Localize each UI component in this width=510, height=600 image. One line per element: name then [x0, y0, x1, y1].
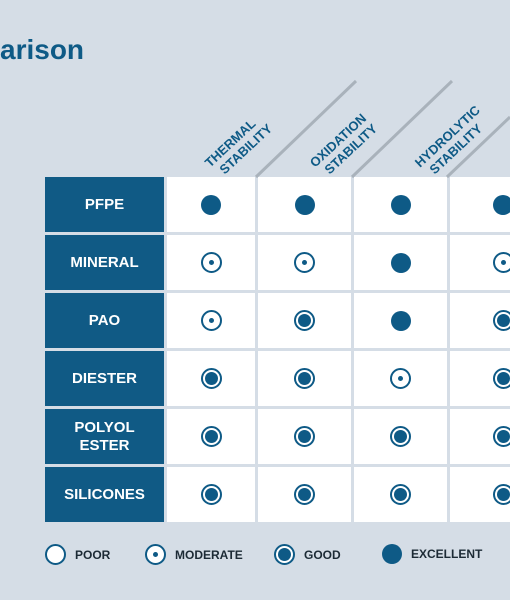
row-label-polyol-ester: POLYOL ESTER [45, 409, 164, 464]
rating-good-icon [492, 484, 510, 505]
rating-excellent-icon [294, 194, 315, 215]
header-divider [350, 79, 454, 179]
rating-cell [258, 351, 351, 406]
rating-good-icon [492, 426, 510, 447]
row-label-mineral: MINERAL [45, 235, 164, 290]
legend-label: POOR [75, 547, 111, 562]
rating-cell [167, 409, 255, 464]
rating-cell [450, 351, 510, 406]
rating-excellent-icon [390, 252, 411, 273]
rating-cell [167, 293, 255, 348]
rating-excellent-icon [382, 544, 402, 564]
rating-moderate-icon [200, 310, 222, 331]
rating-excellent-icon [390, 194, 411, 215]
legend-item-good: GOOD [274, 544, 341, 565]
rating-good-icon [294, 368, 315, 389]
column-header-hydrolytic-stability: HYDROLYTIC STABILITY [412, 100, 496, 180]
rating-cell [450, 467, 510, 522]
rating-good-icon [390, 484, 411, 505]
row-label-pfpe: PFPE [45, 177, 164, 232]
rating-moderate-icon [200, 252, 222, 273]
rating-moderate-icon [145, 544, 166, 565]
rating-cell [450, 293, 510, 348]
rating-cell [354, 467, 447, 522]
row-label-silicones: SILICONES [45, 467, 164, 522]
rating-good-icon [390, 426, 411, 447]
rating-good-icon [294, 484, 315, 505]
rating-cell [167, 351, 255, 406]
legend-label: MODERATE [175, 547, 243, 562]
rating-cell [167, 467, 255, 522]
rating-cell [354, 409, 447, 464]
legend-item-excellent: EXCELLENT [382, 544, 482, 564]
comparison-table: PFPE MINERAL PAO DIESTER POLYOL ESTER SILICONE… [45, 177, 510, 522]
header-divider [254, 79, 358, 179]
rating-good-icon [274, 544, 295, 565]
legend-label: EXCELLENT [411, 547, 483, 561]
rating-cell [258, 177, 351, 232]
rating-cell [258, 409, 351, 464]
legend-item-moderate: MODERATE [145, 544, 243, 565]
rating-cell [450, 235, 510, 290]
rating-cell [450, 409, 510, 464]
rating-good-icon [294, 426, 315, 447]
rating-cell [354, 177, 447, 232]
rating-cell [167, 235, 255, 290]
row-label-pao: PAO [45, 293, 164, 348]
rating-good-icon [492, 310, 510, 331]
rating-cell [354, 351, 447, 406]
rating-moderate-icon [390, 368, 411, 389]
rating-excellent-icon [493, 194, 510, 215]
rating-cell [167, 177, 255, 232]
column-headers: THERMAL STABILITY OXIDATION STABILITY HY… [202, 79, 510, 180]
row-label-diester: DIESTER [45, 351, 164, 406]
rating-cell [354, 293, 447, 348]
rating-cell [258, 235, 351, 290]
rating-excellent-icon [201, 194, 221, 215]
rating-good-icon [492, 368, 510, 389]
rating-cell [354, 235, 447, 290]
rating-moderate-icon [294, 252, 315, 273]
rating-excellent-icon [390, 310, 411, 331]
legend-label: GOOD [304, 547, 341, 562]
rating-poor-icon [45, 544, 66, 565]
header-divider [445, 115, 510, 179]
page-title: arison [0, 34, 85, 65]
rating-good-icon [200, 368, 222, 389]
rating-good-icon [294, 310, 315, 331]
rating-cell [258, 293, 351, 348]
rating-cell [450, 177, 510, 232]
rating-cell [258, 467, 351, 522]
rating-good-icon [200, 426, 222, 447]
rating-moderate-icon [492, 252, 510, 273]
rating-good-icon [200, 484, 222, 505]
legend-item-poor: POOR [45, 544, 110, 565]
